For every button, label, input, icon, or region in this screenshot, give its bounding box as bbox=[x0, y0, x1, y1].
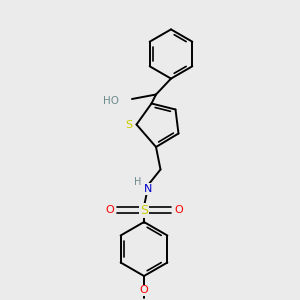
Text: N: N bbox=[143, 184, 152, 194]
Text: HO: HO bbox=[103, 95, 118, 106]
Text: O: O bbox=[105, 205, 114, 215]
Text: H: H bbox=[134, 177, 141, 188]
Text: S: S bbox=[140, 203, 148, 217]
Text: O: O bbox=[140, 285, 148, 296]
Text: S: S bbox=[125, 119, 133, 130]
Text: O: O bbox=[174, 205, 183, 215]
